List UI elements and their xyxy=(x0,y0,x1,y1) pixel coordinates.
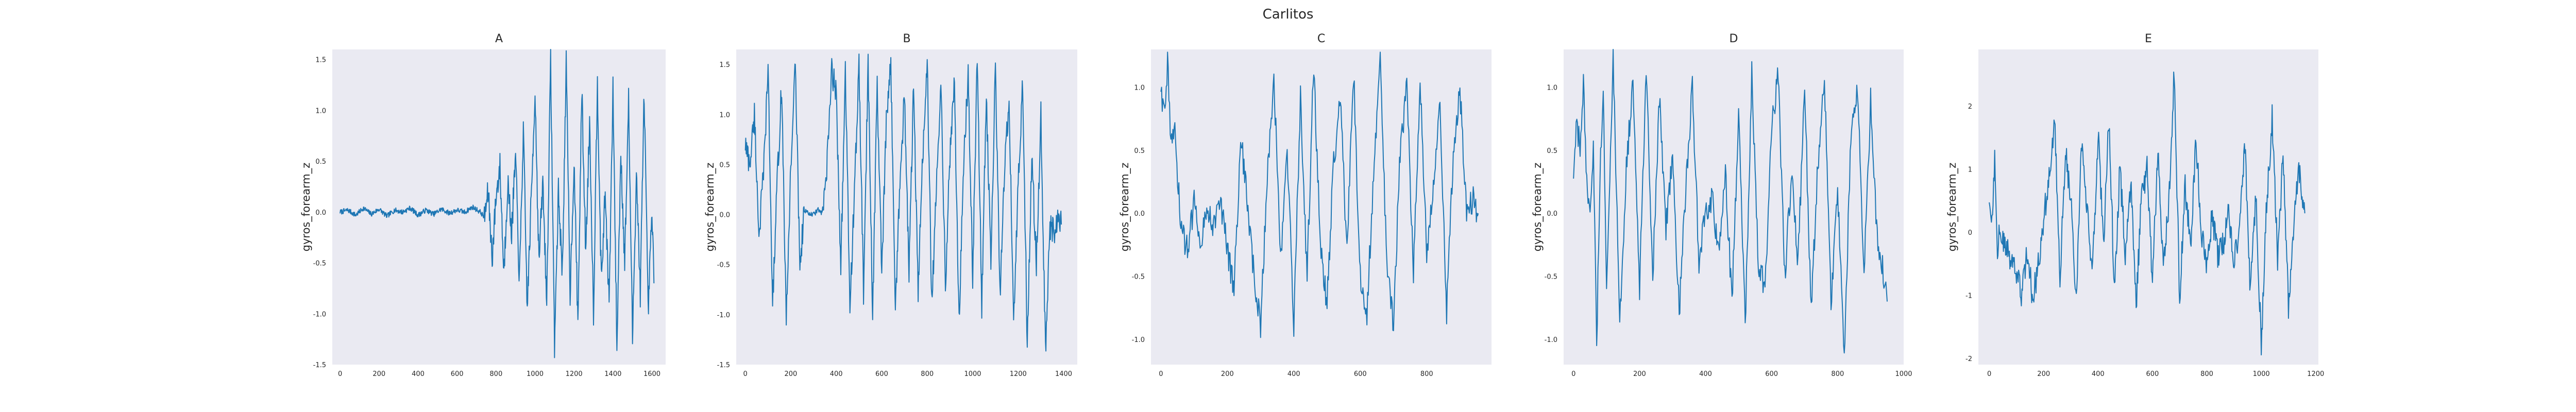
y-tick-label: 0.0 xyxy=(315,209,326,217)
x-tick-label: 1200 xyxy=(566,370,583,378)
panel-title: E xyxy=(2145,32,2152,45)
axes-background xyxy=(1564,49,1904,365)
y-axis-label: gyros_forearm_z xyxy=(300,163,313,252)
x-tick-label: 800 xyxy=(1420,370,1433,378)
x-tick-label: 600 xyxy=(1354,370,1367,378)
y-tick-label: -1 xyxy=(1965,292,1972,300)
x-tick-label: 800 xyxy=(2200,370,2213,378)
y-tick-label: 1.0 xyxy=(1547,84,1557,92)
axes-background xyxy=(332,49,666,365)
y-tick-label: 0.5 xyxy=(1134,147,1145,155)
x-tick-label: 1000 xyxy=(527,370,544,378)
x-tick-label: 0 xyxy=(1159,370,1163,378)
y-tick-label: -0.5 xyxy=(1545,273,1557,281)
y-tick-label: -1.5 xyxy=(717,362,730,369)
x-tick-label: 400 xyxy=(830,370,843,378)
x-tick-label: 800 xyxy=(921,370,934,378)
y-tick-label: -1.0 xyxy=(1132,336,1145,344)
tick-labels: 0 200 400 600 800 -1.0 -0.5 0.0 0.5 1.0 xyxy=(1132,84,1433,378)
x-tick-label: 400 xyxy=(1287,370,1300,378)
x-tick-label: 0 xyxy=(338,370,342,378)
tick-labels: 0 200 400 600 800 1000 -1.0 -0.5 0.0 0.5 1.0 xyxy=(1545,84,1912,378)
x-tick-label: 600 xyxy=(451,370,464,378)
y-tick-label: -0.5 xyxy=(717,262,730,269)
y-tick-label: 0.5 xyxy=(315,158,326,166)
y-tick-label: -1.0 xyxy=(717,312,730,319)
x-tick-label: 600 xyxy=(1765,370,1778,378)
y-axis-label: gyros_forearm_z xyxy=(1118,163,1131,252)
x-tick-label: 1600 xyxy=(643,370,660,378)
x-tick-label: 400 xyxy=(1699,370,1712,378)
x-tick-label: 400 xyxy=(412,370,425,378)
axes-background xyxy=(1151,49,1492,365)
x-tick-label: 200 xyxy=(785,370,798,378)
y-tick-label: 0 xyxy=(1968,229,1972,237)
series-line xyxy=(1573,49,1888,354)
series-path xyxy=(340,49,655,358)
series-line xyxy=(1160,52,1479,338)
y-tick-label: 0.0 xyxy=(1547,210,1557,218)
y-tick-label: 1.0 xyxy=(315,107,326,115)
panel-c: C gyros_forearm_z 0 200 400 600 800-1.0-0.50… xyxy=(1118,32,1492,378)
y-tick-label: 1 xyxy=(1968,166,1972,174)
y-tick-label: 0.0 xyxy=(1134,210,1145,218)
y-axis-label: gyros_forearm_z xyxy=(1531,163,1544,252)
tick-labels: 0 200 400 600 800 1000 1200 -2 -1 0 1 2 xyxy=(1965,103,2324,378)
x-tick-label: 1200 xyxy=(2307,370,2324,378)
y-tick-label: -1.5 xyxy=(313,362,326,369)
x-tick-label: 1200 xyxy=(1010,370,1027,378)
series-path xyxy=(1573,49,1888,354)
panel-title: B xyxy=(903,32,910,45)
y-tick-label: -1.0 xyxy=(313,311,326,318)
figure-title: Carlitos xyxy=(1263,7,1314,22)
x-tick-label: 200 xyxy=(372,370,385,378)
panel-b: B gyros_forearm_z 0 200 400 600 800 1000 1200 1… xyxy=(704,32,1077,378)
y-tick-label: 0.5 xyxy=(1547,147,1557,155)
x-tick-label: 1000 xyxy=(2253,370,2270,378)
y-tick-label: 0.5 xyxy=(719,161,730,169)
panel-e: E gyros_forearm_z 0 200 400 600 800 1000 1200 -… xyxy=(1946,32,2324,378)
tick-labels: 0 200 400 600 800 1000 1200 1400 -1.5 -1.0 -0.5 0.0… xyxy=(717,61,1072,378)
series-line xyxy=(744,53,1062,352)
panel-a: A gyros_forearm_z 0 200 400 600 800 1000 1200 1… xyxy=(300,32,666,378)
y-tick-label: 1.0 xyxy=(1134,84,1145,92)
y-tick-label: -2 xyxy=(1965,355,1972,363)
x-tick-label: 0 xyxy=(1571,370,1575,378)
y-tick-label: 1.5 xyxy=(315,57,326,64)
series-line xyxy=(1989,71,2306,356)
y-axis-label: gyros_forearm_z xyxy=(1946,163,1959,252)
panel-title: D xyxy=(1730,32,1738,45)
x-tick-label: 0 xyxy=(1987,370,1991,378)
y-tick-label: 1.0 xyxy=(719,111,730,119)
panel-title: C xyxy=(1317,32,1325,45)
x-tick-label: 800 xyxy=(489,370,502,378)
panel-d: D gyros_forearm_z 0 200 400 600 800 1000 -1.0 -… xyxy=(1531,32,1912,378)
y-tick-label: 1.5 xyxy=(719,61,730,69)
y-tick-label: 2 xyxy=(1968,103,1972,111)
x-tick-label: 200 xyxy=(1633,370,1646,378)
series-path xyxy=(1160,52,1479,338)
y-tick-label: -0.5 xyxy=(1132,273,1145,281)
x-tick-label: 0 xyxy=(743,370,748,378)
x-tick-label: 800 xyxy=(1831,370,1844,378)
x-tick-label: 1000 xyxy=(1895,370,1912,378)
x-tick-label: 1400 xyxy=(1055,370,1072,378)
y-tick-label: 0.0 xyxy=(719,212,730,219)
y-tick-label: -0.5 xyxy=(313,260,326,268)
tick-labels: 0 200 400 600 800 1000 1200 1400 1600 -1.5 -1.0 -0.… xyxy=(313,57,660,378)
x-tick-label: 200 xyxy=(2037,370,2050,378)
series-path xyxy=(744,53,1062,352)
y-tick-label: -1.0 xyxy=(1545,336,1557,344)
panel-title: A xyxy=(495,32,503,45)
x-tick-label: 400 xyxy=(2092,370,2105,378)
x-tick-label: 1400 xyxy=(604,370,621,378)
x-tick-label: 1000 xyxy=(964,370,981,378)
series-line xyxy=(340,49,655,358)
y-axis-label: gyros_forearm_z xyxy=(704,163,717,252)
x-tick-label: 600 xyxy=(875,370,888,378)
x-tick-label: 200 xyxy=(1221,370,1234,378)
x-tick-label: 600 xyxy=(2146,370,2159,378)
series-path xyxy=(1989,71,2306,356)
